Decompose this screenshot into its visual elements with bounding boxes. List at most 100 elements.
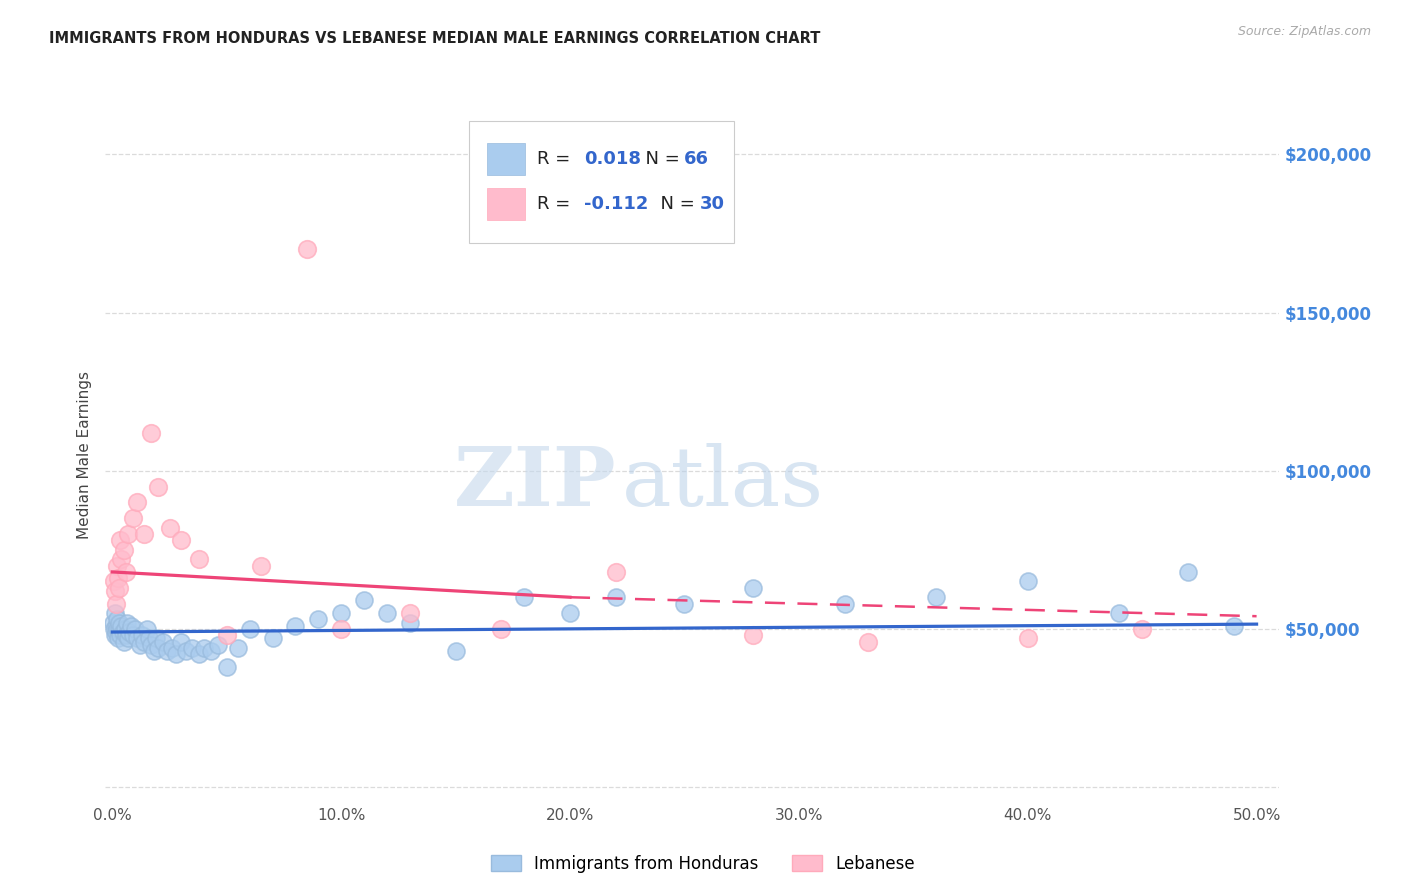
Point <box>141 638 163 652</box>
Point <box>146 479 169 493</box>
FancyBboxPatch shape <box>470 121 734 243</box>
Point <box>226 640 249 655</box>
Point <box>295 243 318 257</box>
Point <box>1017 574 1039 589</box>
Point <box>193 640 215 655</box>
Point <box>115 628 138 642</box>
Point <box>181 640 204 655</box>
Point <box>115 565 138 579</box>
Legend: Immigrants from Honduras, Lebanese: Immigrants from Honduras, Lebanese <box>484 848 922 880</box>
Point <box>398 606 420 620</box>
Point <box>174 644 197 658</box>
Point <box>104 583 127 598</box>
Point <box>1177 565 1199 579</box>
Point <box>108 615 131 630</box>
Point <box>105 625 128 640</box>
Point <box>605 591 627 605</box>
Point <box>1130 622 1153 636</box>
Point <box>146 640 169 655</box>
Point <box>104 618 127 632</box>
Point <box>115 615 138 630</box>
Point <box>1017 632 1039 646</box>
Point <box>159 521 181 535</box>
Point <box>145 632 167 646</box>
Point <box>444 644 467 658</box>
Point <box>834 597 856 611</box>
Point <box>558 606 581 620</box>
Point <box>142 644 165 658</box>
Point <box>104 597 127 611</box>
Point <box>215 660 238 674</box>
Point <box>330 622 353 636</box>
Point <box>398 615 420 630</box>
Point <box>127 632 149 646</box>
Point <box>1108 606 1130 620</box>
Point <box>117 527 139 541</box>
Text: -0.112: -0.112 <box>585 195 648 213</box>
Text: R =: R = <box>537 150 576 169</box>
Point <box>112 542 135 557</box>
Point <box>262 632 284 646</box>
Text: ZIP: ZIP <box>454 442 616 523</box>
Point <box>108 581 131 595</box>
Point <box>105 558 128 573</box>
Point <box>107 622 129 636</box>
Text: 0.018: 0.018 <box>585 150 641 169</box>
Point <box>605 565 627 579</box>
Point <box>110 552 132 566</box>
Point <box>141 425 163 440</box>
Point <box>118 625 141 640</box>
Point <box>330 606 353 620</box>
FancyBboxPatch shape <box>486 144 524 175</box>
Point <box>239 622 262 636</box>
Text: atlas: atlas <box>621 442 824 523</box>
Point <box>124 622 146 636</box>
Point <box>110 628 132 642</box>
Point <box>491 622 513 636</box>
Text: 66: 66 <box>685 150 709 169</box>
Point <box>160 640 183 655</box>
Point <box>170 533 193 548</box>
Point <box>110 618 132 632</box>
Point <box>114 622 136 636</box>
Point <box>103 615 125 630</box>
Point <box>105 612 128 626</box>
Point <box>131 628 153 642</box>
Point <box>105 622 128 636</box>
Point <box>188 552 211 566</box>
Text: N =: N = <box>650 195 700 213</box>
Point <box>215 628 238 642</box>
Point <box>152 634 174 648</box>
Text: R =: R = <box>537 195 576 213</box>
Point <box>156 644 179 658</box>
Point <box>128 638 150 652</box>
Point <box>135 622 157 636</box>
Point <box>104 628 127 642</box>
Text: IMMIGRANTS FROM HONDURAS VS LEBANESE MEDIAN MALE EARNINGS CORRELATION CHART: IMMIGRANTS FROM HONDURAS VS LEBANESE MED… <box>49 31 821 46</box>
Point <box>284 618 307 632</box>
Point <box>107 632 129 646</box>
Point <box>375 606 398 620</box>
Point <box>353 593 375 607</box>
Point <box>742 581 765 595</box>
Point <box>103 622 125 636</box>
Point <box>207 638 229 652</box>
Text: Source: ZipAtlas.com: Source: ZipAtlas.com <box>1237 25 1371 38</box>
Point <box>856 634 879 648</box>
Point <box>111 625 134 640</box>
Point <box>307 612 329 626</box>
Point <box>120 618 142 632</box>
Point <box>170 634 193 648</box>
Y-axis label: Median Male Earnings: Median Male Earnings <box>77 371 93 539</box>
Point <box>188 647 211 661</box>
Point <box>122 511 145 525</box>
Point <box>742 628 765 642</box>
FancyBboxPatch shape <box>486 188 524 220</box>
Text: N =: N = <box>634 150 685 169</box>
Point <box>673 597 696 611</box>
Point <box>250 558 273 573</box>
Point <box>117 632 139 646</box>
Point <box>1222 618 1244 632</box>
Point <box>110 533 132 548</box>
Text: 30: 30 <box>700 195 724 213</box>
